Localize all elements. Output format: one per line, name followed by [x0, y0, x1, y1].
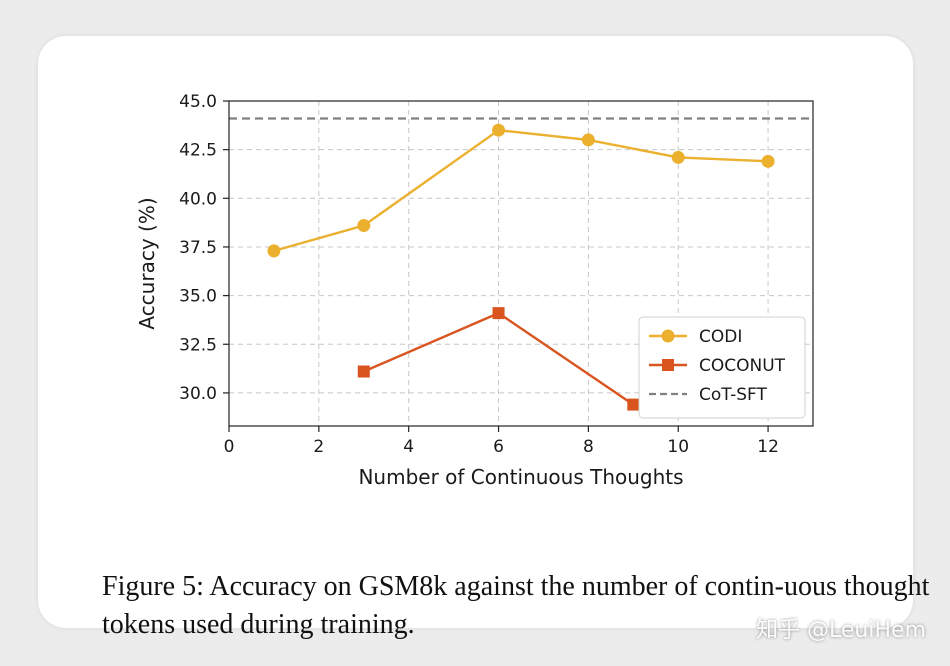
x-tick-label: 4 [403, 437, 414, 457]
data-point-codi [267, 244, 281, 258]
x-tick-label: 6 [493, 437, 504, 457]
plot-frame [228, 100, 814, 427]
figure-caption: Figure 5: Accuracy on GSM8k against the … [102, 568, 942, 644]
legend: CODI COCONUT CoT-SFT [638, 316, 806, 419]
legend-marker-coconut [662, 359, 674, 371]
legend-box [638, 316, 806, 419]
y-tick-label: 35.0 [179, 287, 217, 307]
y-tick-label: 37.5 [179, 238, 217, 258]
caption-text: Accuracy on GSM8k against the number of … [102, 571, 930, 640]
figure-card: 0 2 4 6 8 10 12 30.0 32.5 35.0 37.5 40.0 42.5 45.0 Nu… [38, 36, 929, 640]
y-tick-label: 30.0 [179, 384, 217, 404]
y-axis-label: Accuracy (%) [135, 197, 159, 329]
legend-label-codi: CODI [699, 327, 742, 347]
x-tick-label: 10 [667, 437, 689, 457]
data-point-codi [761, 154, 775, 168]
data-point-codi [671, 150, 685, 164]
caption-label: Figure 5: [102, 571, 204, 602]
ticks: 0 2 4 6 8 10 12 30.0 32.5 35.0 37.5 40.0 42.5 45.0 [179, 92, 779, 457]
x-tick-label: 12 [757, 437, 779, 457]
x-axis-label: Number of Continuous Thoughts [358, 465, 683, 489]
y-tick-label: 45.0 [179, 92, 217, 112]
series-line-codi [273, 128, 769, 253]
line-chart: 0 2 4 6 8 10 12 30.0 32.5 35.0 37.5 40.0 42.5 45.0 Nu… [135, 92, 814, 489]
data-point-codi [492, 123, 506, 137]
legend-label-cot-sft: CoT-SFT [699, 385, 767, 405]
series [267, 123, 775, 411]
y-tick-label: 32.5 [179, 335, 217, 355]
y-tick-label: 40.0 [179, 189, 217, 209]
x-tick-label: 0 [224, 437, 235, 457]
data-point-coconut [492, 307, 505, 320]
data-point-codi [581, 133, 595, 147]
data-point-coconut [627, 398, 640, 411]
watermark: 知乎 @LeuiHem [756, 618, 926, 643]
x-tick-label: 8 [583, 437, 594, 457]
legend-label-coconut: COCONUT [699, 356, 786, 376]
data-point-codi [357, 219, 371, 233]
x-tick-label: 2 [313, 437, 324, 457]
legend-marker-codi [661, 329, 675, 343]
y-tick-label: 42.5 [179, 141, 217, 161]
data-point-coconut [357, 365, 370, 378]
